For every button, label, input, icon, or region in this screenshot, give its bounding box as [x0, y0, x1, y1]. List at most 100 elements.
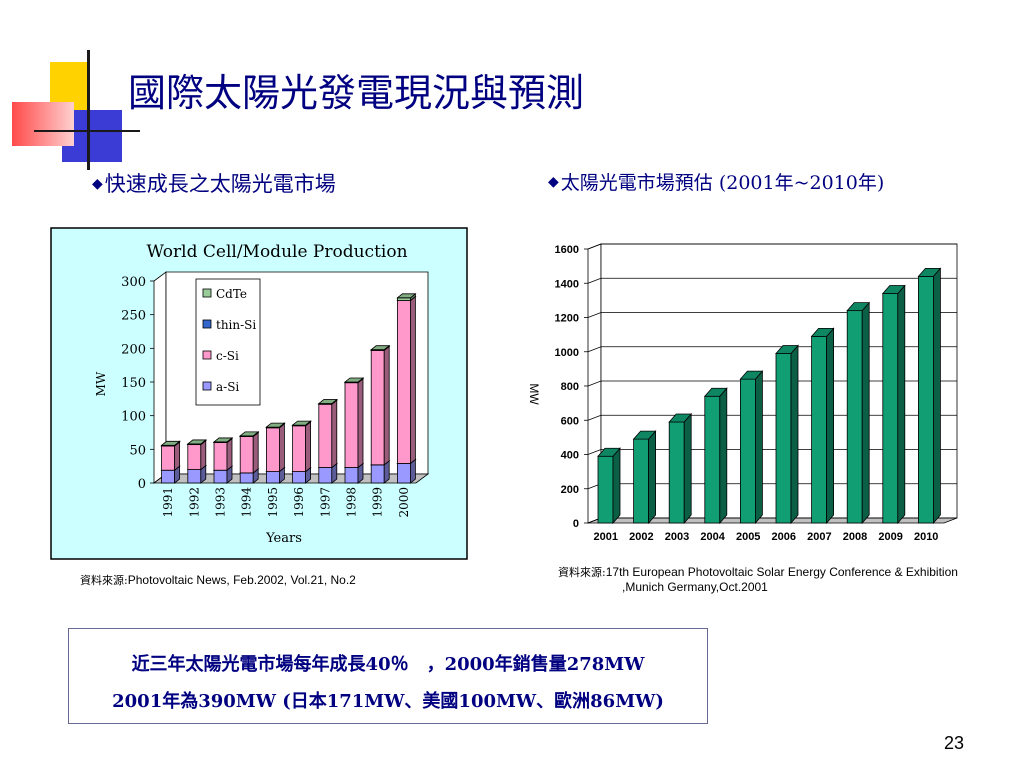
bar-c-si-front: [265, 427, 280, 472]
bar-cdte-top: [317, 399, 338, 404]
forecast-bar-side: [861, 301, 870, 525]
x-tick-label: 2002: [629, 531, 653, 543]
gridline: [587, 277, 957, 284]
bar-a-si-front: [213, 469, 228, 484]
y-tick-label: 200: [561, 484, 579, 496]
x-tick-label: 2010: [914, 531, 938, 543]
chart-title: World Cell/Module Production: [146, 242, 407, 262]
bar-c-si-side: [200, 439, 207, 471]
bar-c-si-side: [383, 345, 390, 466]
bar-c-si-side: [331, 399, 338, 469]
forecast-bar-top: [881, 285, 906, 294]
bar-a-si-front: [370, 464, 385, 484]
bar-c-si-side: [226, 437, 233, 472]
forecast-bar-side: [932, 267, 941, 525]
bar-c-si: [239, 431, 260, 474]
bar-cdte: [343, 377, 365, 384]
y-tick-label: 300: [121, 275, 146, 290]
bar-cdte-top: [265, 422, 286, 428]
bar-a-si-front: [318, 467, 333, 484]
bar-c-si-front: [187, 444, 202, 470]
y-axis-label: MW: [527, 383, 541, 405]
plot-area: 0 50 100 150 200 250 300 1991 1992 1993 1994 1995 19…: [121, 271, 430, 518]
bar-c-si: [291, 420, 312, 473]
y-tick-label: 50: [129, 443, 146, 458]
bar-cdte: [370, 344, 391, 352]
forecast-bar-top: [917, 268, 942, 277]
forecast-bar-side: [897, 284, 906, 525]
forecast-bar-top: [632, 430, 657, 440]
bar-c-si-side: [278, 422, 285, 473]
right-subtitle: ◆ 太陽光電市場預估 (2001年~2010年): [548, 168, 884, 195]
decorative-logo: [12, 50, 140, 170]
y-tick-label: 150: [121, 376, 146, 391]
forecast-bar-side: [754, 370, 763, 525]
legend: CdTe thin-Si c-Si a-Si: [195, 278, 261, 406]
right-subtitle-text: 太陽光電市場預估 (2001年~2010年): [560, 172, 885, 194]
forecast-bar-top: [668, 413, 693, 423]
bar-c-si-front: [161, 445, 175, 471]
legend-swatch: [202, 319, 212, 329]
legend-label: CdTe: [216, 287, 247, 301]
bar-cdte-top: [212, 437, 234, 443]
forecast-bar-front: [739, 378, 756, 524]
x-tick-label: 2006: [772, 531, 796, 543]
y-tick-label: 1000: [555, 347, 579, 359]
slide-title: 國際太陽光發電現況與預測: [128, 71, 585, 115]
forecast-bar-top: [703, 387, 728, 397]
bar-a-si-front: [396, 463, 411, 484]
forecast-bar: [739, 370, 764, 525]
forecast-bar-side: [790, 344, 799, 525]
x-tick-label: 2008: [843, 531, 867, 543]
bar-c-si: [396, 295, 417, 465]
bar-a-si-front: [187, 469, 202, 484]
y-tick-label: 600: [561, 415, 579, 427]
y-axis-label: MW: [94, 371, 108, 396]
bar-a-si-front: [344, 467, 359, 484]
x-tick-label: 1994: [240, 487, 254, 518]
forecast-bar-side: [683, 412, 692, 525]
bar-cdte: [186, 439, 207, 446]
forecast-chart: MW 0 200 400 600 800 1000 1200 1400 1600 2001 2002…: [527, 243, 958, 543]
forecast-bar-top: [810, 327, 835, 337]
forecast-bar-front: [633, 438, 649, 524]
bar-c-si: [212, 437, 234, 472]
forecast-bar: [881, 284, 906, 525]
forecast-bar-side: [719, 387, 728, 525]
forecast-bar-front: [597, 455, 614, 524]
y-tick-label: 0: [573, 518, 579, 530]
page-number: 23: [943, 733, 964, 753]
right-source-note: 資料來源:17th European Photovoltaic Solar En…: [558, 565, 988, 595]
bar-a-si-front: [292, 471, 307, 484]
y-tick-label: 200: [121, 342, 146, 357]
forecast-bar-top: [846, 302, 871, 312]
bar-cdte: [396, 293, 417, 302]
legend-swatch: [202, 288, 212, 298]
x-tick-label: 1992: [187, 487, 201, 518]
x-tick-label: 2007: [807, 531, 831, 543]
x-tick-label: 2003: [665, 531, 689, 543]
x-tick-label: 1999: [371, 487, 385, 518]
x-tick-label: 2001: [594, 531, 618, 543]
forecast-bar-top: [597, 447, 621, 457]
forecast-bar-front: [704, 395, 721, 524]
forecast-bar: [917, 267, 942, 525]
forecast-bar-front: [882, 293, 899, 524]
source-text-1: 17th European Photovoltaic Solar Energy …: [605, 565, 958, 579]
forecast-bar-front: [775, 353, 792, 524]
x-tick-label: 1996: [292, 487, 306, 518]
summary-box: 近三年太陽光電市場每年成長40％ ，2000年銷售量278MW 2001年為39…: [68, 628, 708, 724]
bar-a-si-front: [161, 469, 175, 484]
y-tick-label: 1200: [555, 313, 579, 325]
forecast-bar: [597, 447, 621, 525]
x-tick-label: 1997: [318, 487, 332, 518]
y-tick-label: 800: [561, 381, 579, 393]
bar-cdte-top: [160, 440, 181, 446]
bar-a-si-front: [239, 472, 254, 484]
bar-c-si: [317, 399, 338, 469]
legend-label: a-Si: [216, 380, 239, 394]
x-tick-label: 1993: [214, 487, 228, 518]
forecast-bar-front: [811, 335, 828, 524]
bar-c-si-front: [370, 349, 385, 466]
forecast-bar-front: [846, 310, 863, 524]
